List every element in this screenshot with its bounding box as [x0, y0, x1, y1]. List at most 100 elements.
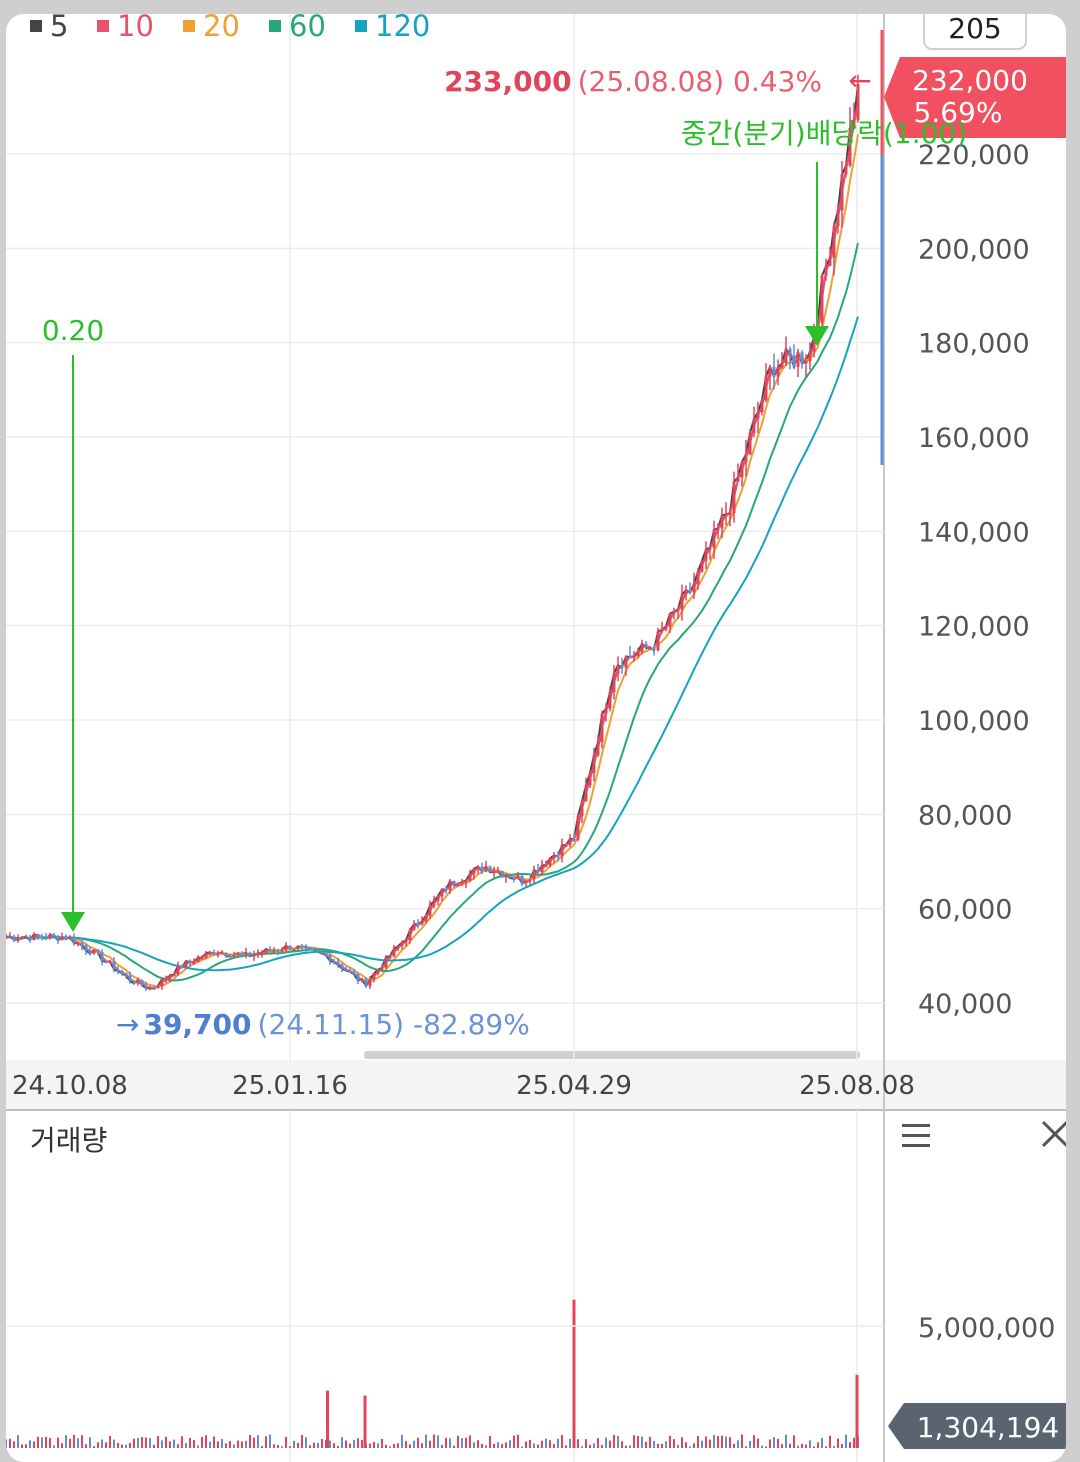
volume-bar [833, 1445, 835, 1448]
candle-body [76, 942, 80, 945]
candle-body [104, 960, 108, 963]
candle-body [540, 865, 544, 872]
price-tick-label: 40,000 [918, 989, 1012, 1020]
candle-body [256, 953, 260, 956]
candle-body [836, 210, 840, 227]
volume-title: 거래량 [30, 1124, 107, 1157]
candle-body [168, 975, 172, 979]
candles [6, 74, 860, 992]
candle-body [160, 979, 164, 987]
volume-bar [557, 1438, 559, 1448]
close-icon[interactable] [1041, 1120, 1066, 1148]
candle-body [460, 882, 464, 885]
scroll-thumb[interactable] [364, 1051, 860, 1059]
volume-bar [701, 1440, 703, 1448]
volume-bar [397, 1443, 399, 1448]
current-volume-tag [888, 1403, 1066, 1449]
volume-bar [749, 1440, 751, 1448]
candle-body [264, 949, 268, 953]
volume-bar [525, 1441, 527, 1448]
volume-bar [269, 1434, 271, 1448]
candle-body [176, 965, 180, 975]
volume-bar [465, 1437, 467, 1448]
candle-body [376, 969, 380, 974]
volume-bar [181, 1436, 183, 1448]
price-tick-label: 80,000 [918, 800, 1012, 831]
volume-bar [33, 1441, 35, 1448]
volume-bar [169, 1441, 171, 1448]
candle-body [500, 871, 504, 877]
volume-bar [421, 1443, 423, 1448]
candle-body [608, 692, 612, 709]
candle-body [656, 631, 660, 651]
volume-bar [513, 1435, 515, 1448]
volume-bar [337, 1445, 339, 1448]
count-badge-box[interactable] [923, 14, 1027, 50]
stock-chart[interactable]: 5 10 20 60 120 40,000 60,000 80,000 100,000 120,… [6, 14, 1066, 1462]
candle-body [508, 875, 512, 878]
candle-body [60, 936, 64, 941]
count-badge[interactable]: 205 [948, 14, 1001, 45]
candle-body [424, 915, 428, 922]
volume-bar [533, 1443, 535, 1448]
volume-bar [381, 1438, 383, 1448]
volume-bar [401, 1434, 403, 1448]
candle-body [708, 547, 712, 550]
candle-body [324, 953, 328, 956]
candle-body [348, 970, 352, 973]
candle-body [276, 950, 280, 953]
candle-body [524, 881, 528, 884]
high-arrow-icon: ← [848, 64, 871, 97]
candle-body [404, 940, 408, 943]
volume-bar [629, 1445, 631, 1448]
candle-body [352, 971, 356, 975]
volume-bar [553, 1444, 555, 1448]
volume-bar [489, 1435, 491, 1448]
candle-body [24, 936, 28, 939]
volume-bar [445, 1437, 447, 1448]
volume-bar [25, 1444, 27, 1448]
volume-bar [161, 1440, 163, 1448]
volume-bar [853, 1437, 855, 1448]
volume-bar [589, 1444, 591, 1448]
volume-bar [141, 1437, 143, 1448]
volume-bar [53, 1445, 55, 1448]
volume-bar [157, 1436, 159, 1448]
volume-bar [849, 1442, 851, 1448]
volume-bar [737, 1440, 739, 1448]
candle-body [148, 987, 152, 990]
candle-body [844, 165, 848, 175]
date-axis-bar [6, 1060, 1066, 1110]
hamburger-menu-icon[interactable] [902, 1124, 930, 1147]
candle-body [820, 275, 824, 323]
volume-bar [125, 1444, 127, 1448]
volume-bar [165, 1436, 167, 1448]
candle-body [272, 950, 276, 953]
candle-body [628, 656, 632, 659]
volume-bar [345, 1440, 347, 1448]
volume-bar [601, 1445, 603, 1448]
candle-body [592, 755, 596, 774]
volume-bar [93, 1446, 95, 1448]
volume-bar [657, 1443, 659, 1448]
volume-bar [645, 1441, 647, 1448]
volume-bar [637, 1435, 639, 1448]
volume-bar [409, 1444, 411, 1448]
candle-body [832, 226, 836, 258]
candle-body [452, 881, 456, 886]
candle-body [260, 952, 264, 955]
volume-bar [581, 1446, 583, 1448]
price-tick-label: 180,000 [918, 329, 1030, 360]
low-detail: (24.11.15) -82.89% [258, 1008, 530, 1041]
volume-bar [673, 1439, 675, 1448]
volume-bar [545, 1438, 547, 1448]
legend: 5 10 20 60 120 [30, 14, 430, 43]
dividend-marker-2: 중간(분기)배당락(1.00) [681, 117, 967, 346]
candle-body [100, 952, 104, 961]
candle-body [728, 513, 732, 516]
candle-body [296, 946, 300, 950]
volume-bar [121, 1444, 123, 1448]
candle-body [192, 962, 196, 965]
candle-body [716, 528, 720, 531]
candle-body [228, 955, 232, 958]
